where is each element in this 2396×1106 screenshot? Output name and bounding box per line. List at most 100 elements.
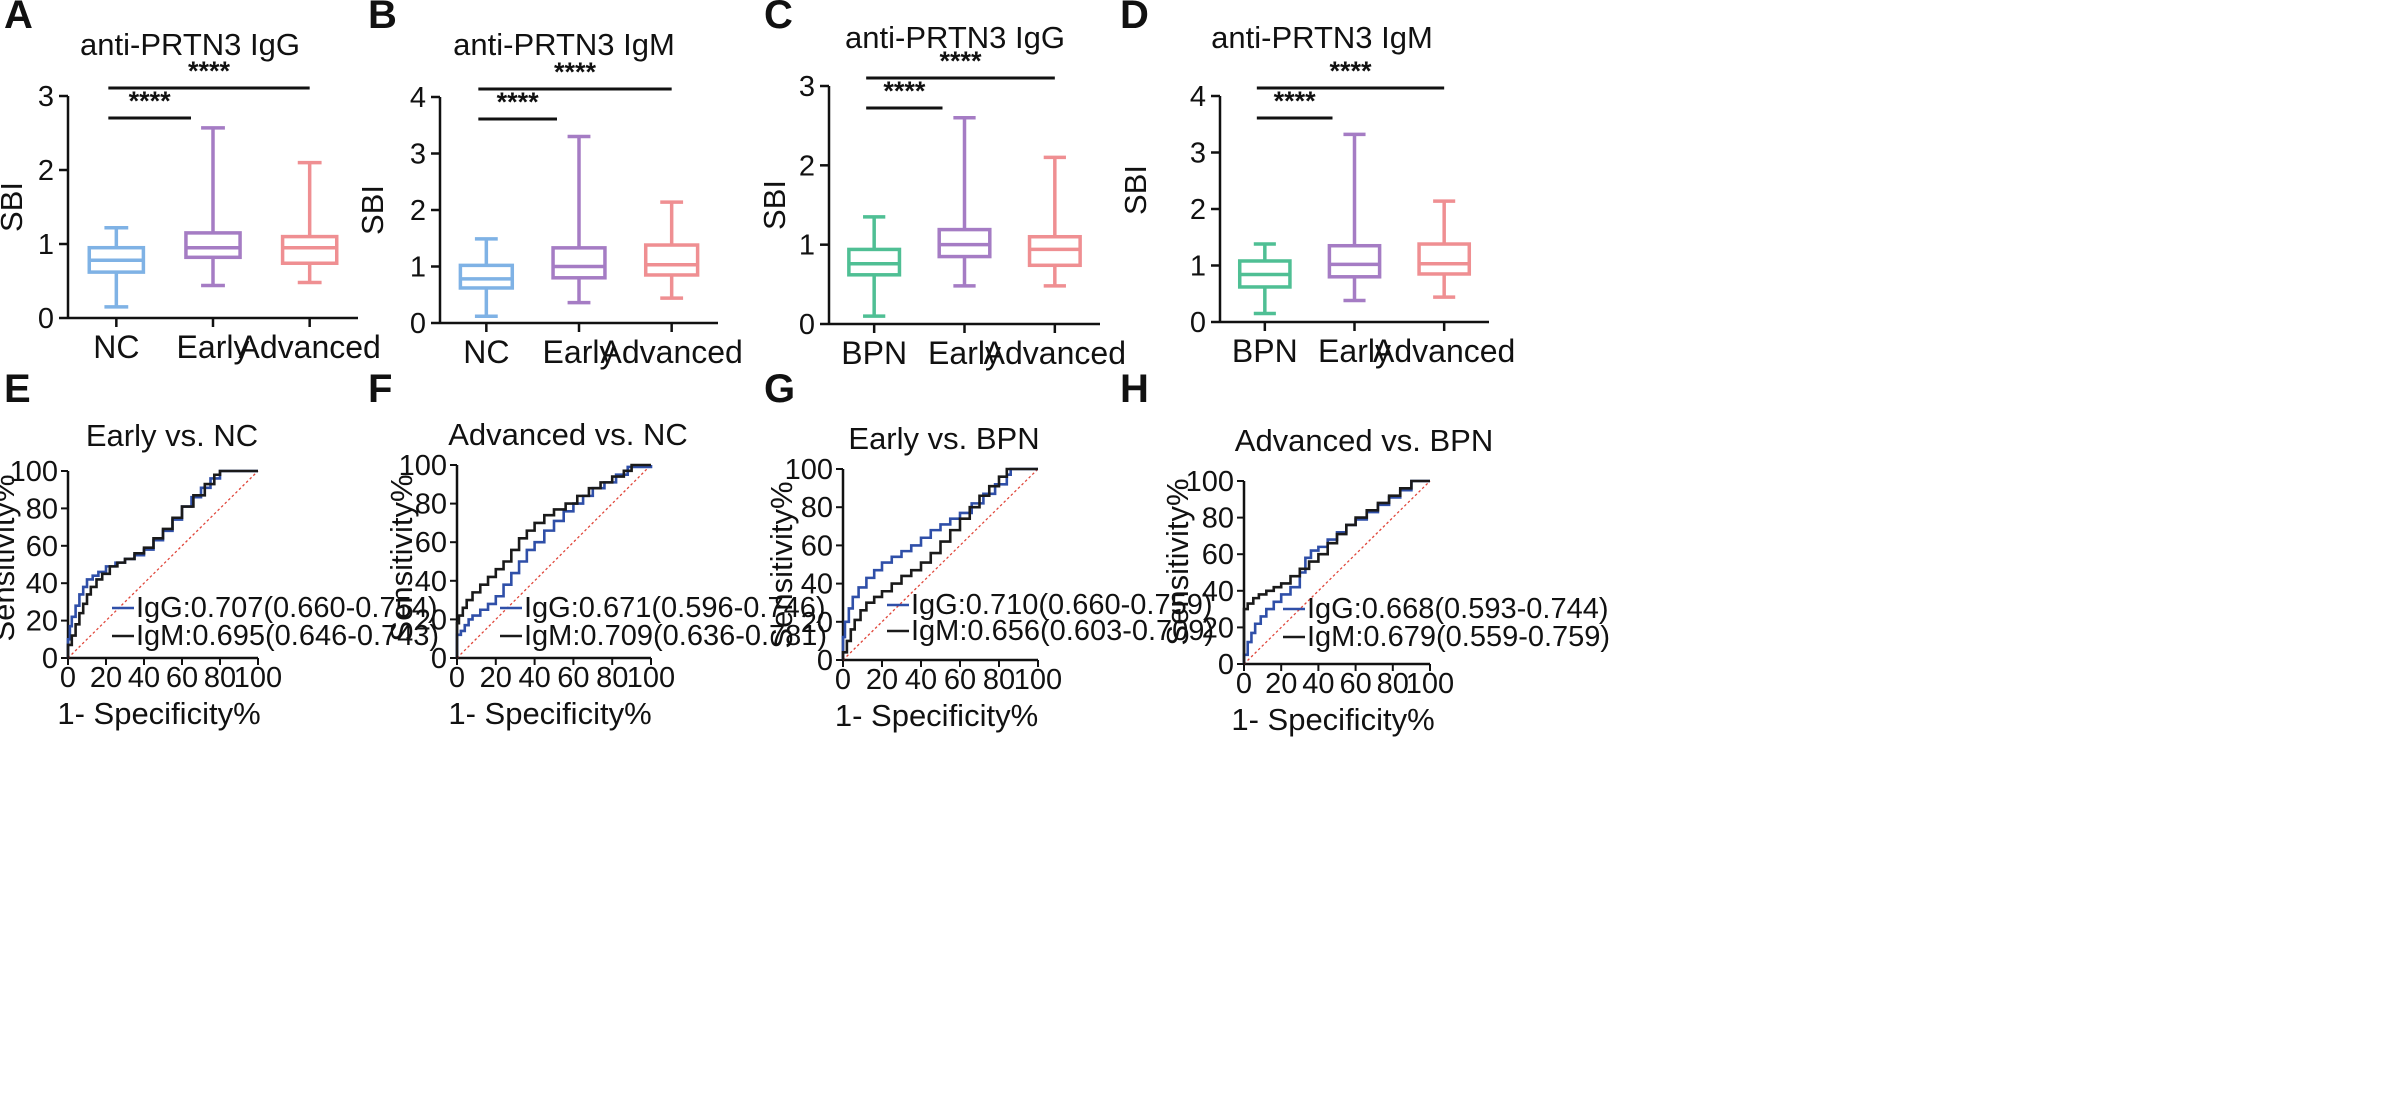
y-tick-label-A: 0 (38, 303, 54, 335)
x-tick-label-E: 40 (128, 662, 160, 694)
box-iqr (184, 231, 242, 260)
roc-panel-H: H Advanced vs. BPN Sensitivity% 1- Specific… (1120, 367, 1610, 737)
y-tick-label-D: 2 (1190, 194, 1206, 226)
y-tick-label-E: 100 (10, 456, 58, 488)
x-tick-label-F: 60 (557, 662, 589, 694)
x-axis-label-F: 1- Specificity% (448, 696, 651, 731)
y-tick-label-F: 0 (431, 643, 447, 675)
box-C-BPN (847, 215, 902, 318)
chart-title-E: Early vs. NC (86, 418, 258, 453)
y-tick-label-E: 80 (26, 493, 58, 525)
y-tick-label-C: 1 (799, 230, 815, 262)
y-tick-label-H: 0 (1218, 649, 1234, 681)
y-tick-label-G: 20 (801, 607, 833, 639)
x-tick-label-G: 40 (905, 664, 937, 696)
significance-label-D: **** (1329, 56, 1372, 86)
x-tick-label-F: 80 (596, 662, 628, 694)
y-tick-label-B: 1 (410, 252, 426, 284)
y-tick-label-D: 4 (1190, 81, 1206, 113)
significance-label-C: **** (939, 46, 982, 76)
chart-title-H: Advanced vs. BPN (1235, 423, 1493, 458)
y-tick-label-C: 2 (799, 150, 815, 182)
box-iqr (1417, 242, 1472, 276)
chart-title-C: anti-PRTN3 IgG (845, 20, 1065, 55)
y-tick-label-A: 1 (38, 229, 54, 261)
category-label-B: Advanced (601, 334, 743, 370)
y-tick-label-E: 0 (42, 643, 58, 675)
box-A-Early (184, 126, 242, 288)
panel-label-C: C (764, 0, 793, 37)
x-tick-label-F: 0 (449, 662, 465, 694)
x-tick-label-G: 60 (944, 664, 976, 696)
y-tick-label-E: 20 (26, 606, 58, 638)
x-tick-label-H: 0 (1236, 668, 1252, 700)
box-D-Early (1327, 132, 1382, 303)
category-label-B: Early (543, 334, 616, 370)
x-tick-label-H: 40 (1302, 668, 1334, 700)
reference-diagonal-E (67, 470, 259, 659)
panel-label-F: F (368, 367, 392, 411)
x-axis-label-H: 1- Specificity% (1231, 702, 1434, 737)
panel-label-B: B (368, 0, 397, 37)
reference-diagonal-H (1243, 480, 1431, 665)
y-tick-label-F: 40 (415, 566, 447, 598)
box-iqr (643, 243, 700, 277)
category-label-C: Advanced (984, 335, 1126, 371)
category-label-A: Advanced (239, 329, 381, 365)
x-tick-label-F: 40 (518, 662, 550, 694)
significance-label-A: **** (188, 56, 231, 86)
y-tick-label-B: 2 (410, 195, 426, 227)
y-tick-label-H: 60 (1202, 539, 1234, 571)
category-label-A: Early (177, 329, 250, 365)
category-label-C: Early (928, 335, 1001, 371)
legend-label-E-IgG: IgG:0.707(0.660-0.754) (136, 592, 437, 624)
legend-label-F-IgM: IgM:0.709(0.636-0.781) (524, 620, 827, 652)
legend-label-E-IgM: IgM:0.695(0.646-0.743) (136, 620, 439, 652)
legend-label-H-IgM: IgM:0.679(0.559-0.759) (1307, 621, 1610, 653)
box-D-BPN (1237, 242, 1292, 316)
y-tick-label-C: 3 (799, 71, 815, 103)
significance-label-A: **** (129, 86, 172, 116)
category-label-D: Advanced (1373, 333, 1515, 369)
y-tick-label-E: 60 (26, 531, 58, 563)
y-axis-label-C: SBI (757, 180, 792, 230)
category-label-D: Early (1318, 333, 1391, 369)
box-C-Advanced (1027, 155, 1082, 288)
x-axis-label-E: 1- Specificity% (57, 696, 260, 731)
y-tick-label-D: 3 (1190, 138, 1206, 170)
y-tick-label-F: 60 (415, 527, 447, 559)
y-axis-label-E: Sensitivity% (0, 474, 21, 641)
chart-title-B: anti-PRTN3 IgM (453, 27, 675, 62)
y-tick-label-D: 1 (1190, 251, 1206, 283)
box-A-NC (87, 225, 146, 309)
box-D-Advanced (1417, 199, 1472, 299)
roc-curve-H-IgM (1242, 479, 1430, 664)
chart-title-G: Early vs. BPN (848, 421, 1039, 456)
reference-diagonal-G (842, 468, 1039, 661)
roc-panel-E: E Early vs. NC Sensitivity% 1- Specificity%… (0, 367, 439, 731)
y-tick-label-H: 100 (1186, 466, 1234, 498)
panel-label-G: G (764, 367, 795, 411)
y-tick-label-H: 20 (1202, 612, 1234, 644)
roc-curve-G-IgG (841, 467, 1038, 660)
x-tick-label-H: 100 (1406, 668, 1454, 700)
box-B-Early (551, 134, 607, 305)
y-tick-label-C: 0 (799, 309, 815, 341)
panel-label-A: A (4, 0, 33, 37)
y-axis-label-A: SBI (0, 182, 29, 232)
y-tick-label-F: 20 (415, 604, 447, 636)
y-tick-label-G: 0 (817, 645, 833, 677)
category-label-C: BPN (841, 335, 907, 371)
legend-label-G-IgM: IgM:0.656(0.603-0.709) (911, 615, 1214, 647)
y-tick-label-E: 40 (26, 568, 58, 600)
category-label-A: NC (93, 329, 139, 365)
roc-panel-G: G Early vs. BPN Sensitivity% 1- Specificity… (764, 367, 1214, 733)
box-C-Early (937, 115, 992, 288)
x-tick-label-F: 100 (627, 662, 675, 694)
reference-diagonal-F (456, 464, 652, 659)
box-B-Advanced (643, 200, 700, 300)
y-tick-label-H: 80 (1202, 503, 1234, 535)
